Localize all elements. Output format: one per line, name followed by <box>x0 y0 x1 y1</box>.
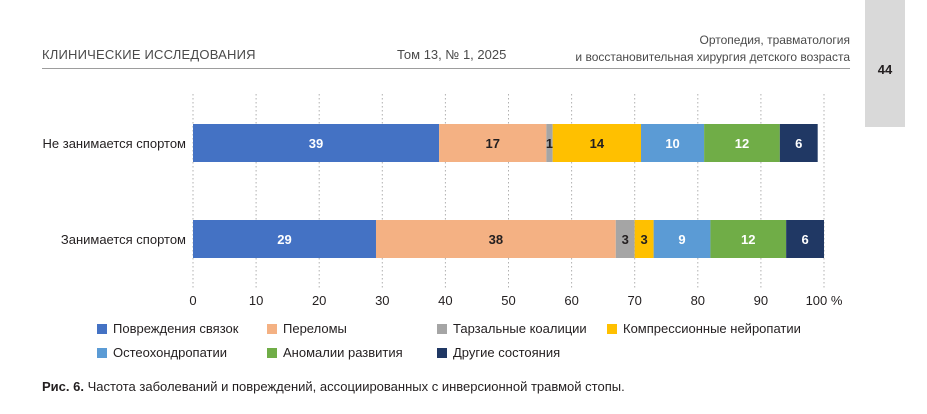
bar-segment <box>615 220 635 258</box>
data-label: 3 <box>641 232 648 247</box>
page-tab <box>865 0 905 127</box>
legend-item: Тарзальные коалиции <box>437 321 587 336</box>
data-label: 12 <box>741 232 755 247</box>
legend-swatch <box>97 347 107 358</box>
data-label: 17 <box>485 136 499 151</box>
legend-item: Аномалии развития <box>267 345 403 360</box>
x-tick-label: 0 <box>189 293 196 308</box>
bar-segment <box>704 124 780 162</box>
page-number: 44 <box>877 62 893 77</box>
journal-section: КЛИНИЧЕСКИЕ ИССЛЕДОВАНИЯ <box>42 47 256 62</box>
x-tick-label: 40 <box>438 293 452 308</box>
journal-title-line1: Ортопедия, травматология <box>699 33 850 47</box>
legend-swatch <box>267 323 277 334</box>
bar-segment <box>375 220 616 258</box>
bar-segment <box>546 124 553 162</box>
bar-segment <box>710 220 787 258</box>
bar-segment <box>779 124 818 162</box>
data-label: 6 <box>801 232 808 247</box>
x-tick-label: 70 <box>627 293 641 308</box>
legend-swatch <box>97 323 107 334</box>
bar-segment <box>786 220 824 258</box>
legend-label: Повреждения связок <box>113 321 239 336</box>
bar-segment <box>653 220 711 258</box>
legend-item: Переломы <box>267 321 347 336</box>
legend-swatch <box>267 347 277 358</box>
legend-swatch <box>437 347 447 358</box>
data-label: 29 <box>277 232 291 247</box>
data-label: 39 <box>309 136 323 151</box>
data-label: 38 <box>489 232 503 247</box>
bar-segment <box>439 124 547 162</box>
legend-item: Повреждения связок <box>97 321 238 336</box>
legend-item: Компрессионные нейропатии <box>607 321 801 336</box>
caption-label: Рис. 6. <box>42 379 84 394</box>
legend-label: Переломы <box>283 321 347 336</box>
x-tick-label: 30 <box>375 293 389 308</box>
bar-segment <box>641 124 705 162</box>
bar-segment <box>193 124 440 162</box>
legend-item: Остеохондропатии <box>97 345 227 360</box>
x-tick-label: 80 <box>691 293 705 308</box>
data-label: 3 <box>622 232 629 247</box>
issue-info: Том 13, № 1, 2025 <box>397 47 507 62</box>
data-label: 14 <box>590 136 605 151</box>
data-label: 10 <box>665 136 679 151</box>
x-tick-label: 20 <box>312 293 326 308</box>
x-tick-label: 60 <box>564 293 578 308</box>
x-tick-label: 100 % <box>806 293 843 308</box>
legend-label: Аномалии развития <box>283 345 403 360</box>
legend-label: Остеохондропатии <box>113 345 228 360</box>
header-divider <box>42 68 850 69</box>
legend-item: Другие состояния <box>437 345 560 360</box>
bar-segment <box>193 220 376 258</box>
legend-label: Тарзальные коалиции <box>453 321 587 336</box>
category-label: Занимается спортом <box>61 232 186 247</box>
legend-swatch <box>607 323 617 334</box>
bar-segment <box>552 124 642 162</box>
bar-segment <box>634 220 654 258</box>
category-label: Не занимается спортом <box>43 136 187 151</box>
x-tick-label: 90 <box>754 293 768 308</box>
journal-title-line2: и восстановительная хирургия детского во… <box>575 50 850 64</box>
legend-label: Другие состояния <box>453 345 561 360</box>
data-label: 6 <box>795 136 802 151</box>
data-label: 12 <box>735 136 749 151</box>
x-tick-label: 50 <box>501 293 515 308</box>
x-tick-label: 10 <box>249 293 263 308</box>
caption-text: Частота заболеваний и повреждений, ассоц… <box>83 379 625 394</box>
figure-caption: Рис. 6. Частота заболеваний и повреждени… <box>42 379 625 394</box>
data-label: 9 <box>678 232 685 247</box>
legend-label: Компрессионные нейропатии <box>623 321 801 336</box>
data-label: 1 <box>546 136 553 151</box>
legend-swatch <box>437 323 447 334</box>
journal-title: Ортопедия, травматология и восстановител… <box>575 32 850 66</box>
